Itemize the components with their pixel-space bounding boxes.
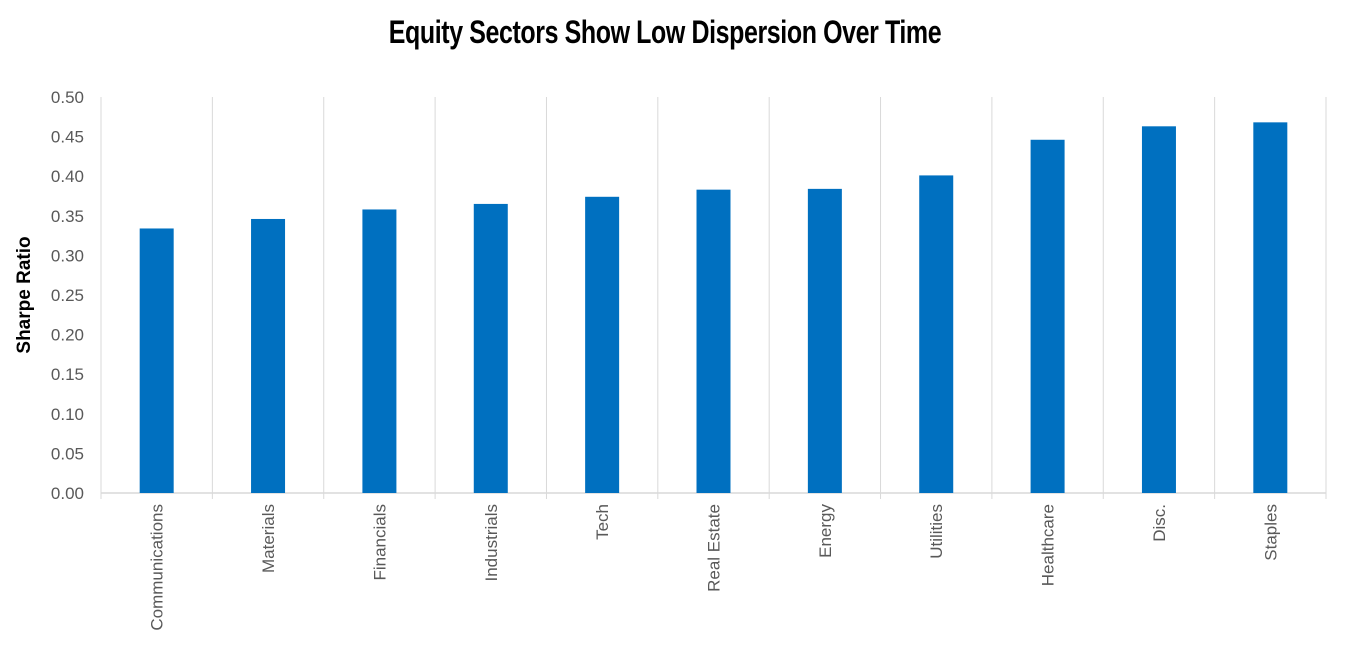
x-tick-label: Industrials — [482, 504, 501, 581]
x-tick-label: Disc. — [1150, 504, 1169, 542]
y-axis-label: Sharpe Ratio — [14, 236, 35, 353]
y-tick-label: 0.05 — [51, 444, 84, 463]
x-axis: Communications Materials Financials Industr… — [148, 504, 1281, 631]
y-tick-label: 0.20 — [51, 326, 84, 345]
x-tick-label: Healthcare — [1039, 504, 1058, 586]
bar-real-estate — [696, 189, 731, 493]
y-tick-label: 0.10 — [51, 405, 84, 424]
x-tick-label: Financials — [370, 504, 389, 581]
bar-healthcare — [1030, 139, 1065, 493]
bar-industrials — [473, 203, 508, 494]
x-tick-label: Tech — [593, 504, 612, 540]
y-tick-label: 0.35 — [51, 207, 84, 226]
y-tick-label: 0.25 — [51, 286, 84, 305]
y-tick-label: 0.45 — [51, 128, 84, 147]
x-tick-label: Communications — [148, 504, 167, 631]
bar-materials — [251, 218, 286, 493]
y-tick-label: 0.15 — [51, 365, 84, 384]
x-tick-label: Staples — [1261, 504, 1280, 561]
x-tick-label: Real Estate — [705, 504, 724, 592]
bar-financials — [362, 209, 397, 494]
y-tick-label: 0.30 — [51, 246, 84, 265]
x-tick-label: Utilities — [927, 504, 946, 559]
bar-communications — [139, 228, 174, 494]
y-tick-label: 0.00 — [51, 484, 84, 503]
bars — [139, 122, 1288, 494]
bar-disc — [1141, 126, 1176, 493]
x-tick-label: Materials — [259, 504, 278, 573]
bar-tech — [585, 196, 620, 494]
y-tick-label: 0.40 — [51, 167, 84, 186]
chart-title: Equity Sectors Show Low Dispersion Over … — [388, 14, 942, 50]
bar-staples — [1253, 122, 1288, 494]
bar-utilities — [919, 175, 954, 493]
y-tick-label: 0.50 — [51, 88, 84, 107]
bar-energy — [807, 188, 842, 493]
x-tick-label: Energy — [816, 504, 835, 558]
y-axis: 0.00 0.05 0.10 0.15 0.20 0.25 0.30 0.35 0.40 0.45… — [51, 88, 84, 503]
